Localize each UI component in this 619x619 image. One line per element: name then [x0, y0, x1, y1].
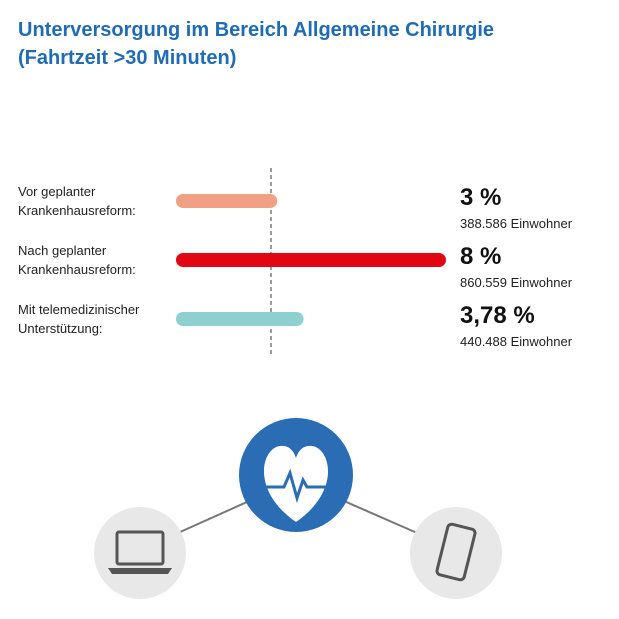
bar: [176, 253, 446, 267]
category-label: Vor geplanter Krankenhausreform:: [18, 184, 136, 218]
annotation: 860.559 Einwohner: [460, 275, 573, 290]
category-label: Nach geplanter Krankenhausreform:: [18, 243, 136, 277]
bar: [176, 194, 278, 208]
value-label: 3,78 %: [460, 302, 535, 329]
value-label: 3 %: [460, 184, 502, 211]
network-illustration: [94, 418, 502, 599]
value-label: 8 %: [460, 243, 502, 270]
annotation: 388.586 Einwohner: [460, 216, 573, 231]
category-label: Mit telemedizinischer Unterstützung:: [18, 302, 140, 336]
annotation: 440.488 Einwohner: [460, 334, 573, 349]
bar: [176, 312, 304, 326]
chart-title: Unterversorgung im Bereich Allgemeine Ch…: [18, 19, 495, 69]
